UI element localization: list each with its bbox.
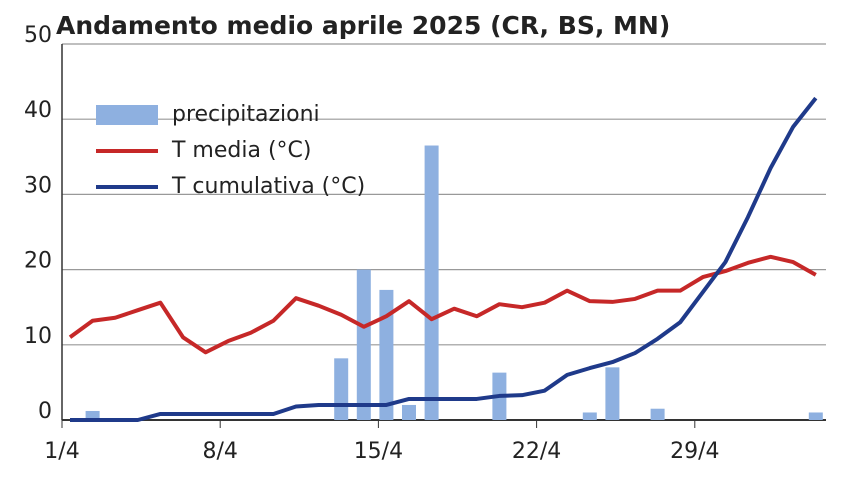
legend-label: T media (°C): [171, 138, 311, 163]
x-tick-label: 15/4: [354, 439, 403, 464]
chart-title: Andamento medio aprile 2025 (CR, BS, MN): [56, 11, 670, 40]
y-tick-label: 20: [24, 249, 52, 274]
bar: [85, 410, 100, 420]
x-tick-label: 8/4: [202, 439, 237, 464]
bar: [808, 412, 823, 420]
bar: [334, 358, 349, 420]
x-tick-label: 29/4: [670, 439, 719, 464]
x-tick-label: 22/4: [512, 439, 561, 464]
bar: [605, 367, 620, 420]
x-tick-label: 1/4: [44, 439, 79, 464]
bar: [650, 408, 665, 420]
bar: [356, 269, 371, 420]
y-tick-label: 40: [24, 98, 52, 123]
y-tick-label: 0: [38, 399, 52, 424]
legend-label: precipitazioni: [172, 102, 320, 127]
bar: [402, 404, 416, 420]
legend-swatch: [96, 105, 158, 125]
y-tick-label: 30: [24, 173, 52, 198]
legend-label: T cumulativa (°C): [171, 174, 365, 199]
bar: [424, 145, 439, 420]
y-tick-label: 50: [24, 23, 52, 48]
line: [70, 96, 818, 422]
bar: [379, 289, 394, 420]
y-tick-label: 10: [24, 324, 52, 349]
line: [68, 254, 817, 355]
bar: [582, 412, 597, 420]
